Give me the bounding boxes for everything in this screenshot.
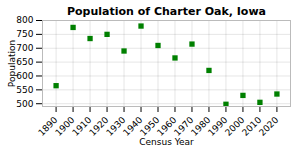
svg-text:550: 550 [16,85,33,95]
svg-text:2010: 2010 [240,114,264,138]
svg-text:1980: 1980 [189,114,213,138]
svg-text:2020: 2020 [257,115,280,138]
svg-text:1960: 1960 [155,114,179,138]
svg-text:600: 600 [16,71,33,81]
svg-text:2000: 2000 [223,114,247,138]
svg-text:800: 800 [16,15,33,25]
svg-text:Census Year: Census Year [139,137,194,147]
svg-text:1930: 1930 [104,114,128,138]
svg-text:650: 650 [16,57,33,67]
svg-text:Population of Charter Oak, Iow: Population of Charter Oak, Iowa [67,5,266,18]
svg-text:750: 750 [16,29,33,39]
svg-text:1940: 1940 [121,114,145,138]
svg-text:1890: 1890 [36,114,60,138]
svg-text:500: 500 [16,99,33,109]
svg-text:1920: 1920 [87,114,111,138]
svg-text:1970: 1970 [172,114,196,138]
svg-text:1900: 1900 [53,114,77,138]
svg-text:1990: 1990 [206,114,230,138]
svg-text:1950: 1950 [138,114,162,138]
svg-text:1910: 1910 [70,114,94,138]
svg-text:Population: Population [7,40,17,87]
svg-text:700: 700 [16,43,33,53]
